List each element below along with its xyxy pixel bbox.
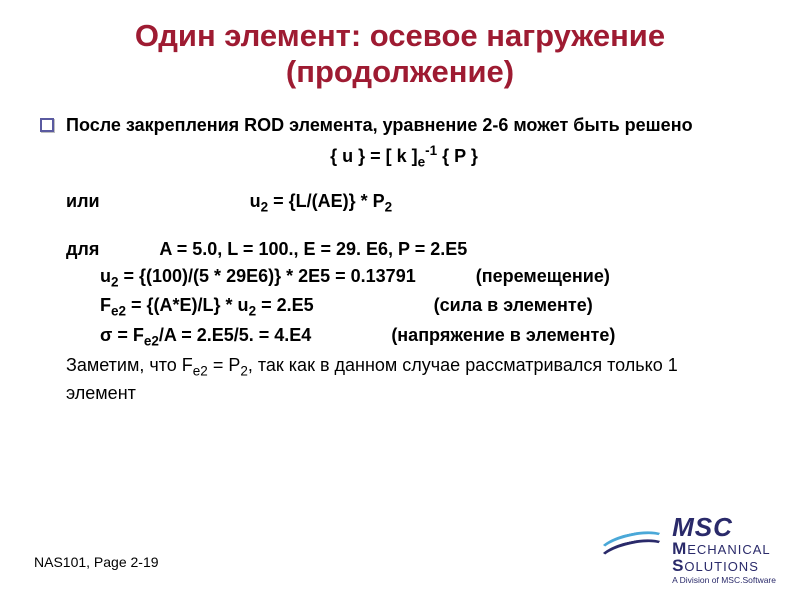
bullet-text: После закрепления ROD элемента, уравнени… bbox=[66, 113, 693, 137]
calc-fe2-line: Fe2 = {(A*E)/L} * u2 = 2.E5 (сила в элем… bbox=[40, 293, 768, 321]
note-pre: Заметим, что F bbox=[66, 355, 193, 375]
u2-sub: 2 bbox=[261, 200, 269, 215]
eq-main-sup: -1 bbox=[425, 143, 437, 158]
slide-body: После закрепления ROD элемента, уравнени… bbox=[0, 103, 800, 405]
logo-swoosh-icon bbox=[602, 525, 666, 573]
equation-u2-or: или u2 = {L/(AE)} * P2 bbox=[40, 189, 768, 217]
logo-text-block: MSC MECHANICAL SOLUTIONS A Division of M… bbox=[672, 514, 776, 585]
note-mid: = P bbox=[208, 355, 241, 375]
bullet-item: После закрепления ROD элемента, уравнени… bbox=[40, 113, 768, 137]
u2-sub2: 2 bbox=[385, 200, 393, 215]
logo-solutions: SOLUTIONS bbox=[672, 557, 776, 574]
logo-mechanical: MECHANICAL bbox=[672, 540, 776, 557]
sigma-note: (напряжение в элементе) bbox=[391, 325, 615, 345]
bullet-marker bbox=[40, 118, 54, 132]
calc-u2-note: (перемещение) bbox=[476, 266, 610, 286]
calc-u2-line: u2 = {(100)/(5 * 29E6)} * 2E5 = 0.13791 … bbox=[40, 264, 768, 292]
eq-main-pre: { u } = [ k ] bbox=[330, 146, 418, 166]
page-reference: NAS101, Page 2-19 bbox=[34, 554, 159, 570]
equation-main: { u } = [ k ]e-1 { P } bbox=[40, 142, 768, 172]
slide-title: Один элемент: осевое нагружение (продолж… bbox=[0, 0, 800, 103]
u2-pre: u bbox=[250, 191, 261, 211]
calc-sigma-line: σ = Fe2/A = 2.E5/5. = 4.E4 (напряжение в… bbox=[40, 323, 768, 351]
for-values-line: для A = 5.0, L = 100., E = 29. E6, P = 2… bbox=[40, 237, 768, 261]
calc-fe2-note: (сила в элементе) bbox=[434, 295, 593, 315]
for-vals: A = 5.0, L = 100., E = 29. E6, P = 2.E5 bbox=[159, 239, 467, 259]
title-line-2: (продолжение) bbox=[20, 54, 780, 90]
title-line-1: Один элемент: осевое нагружение bbox=[20, 18, 780, 54]
logo-msc: MSC bbox=[672, 514, 776, 540]
for-label: для bbox=[66, 239, 99, 259]
msc-logo: MSC MECHANICAL SOLUTIONS A Division of M… bbox=[602, 514, 776, 585]
final-note: Заметим, что Fe2 = P2, так как в данном … bbox=[40, 353, 768, 405]
eq-main-post: { P } bbox=[437, 146, 478, 166]
calc-u2: = {(100)/(5 * 29E6)} * 2E5 = 0.13791 bbox=[119, 266, 416, 286]
calc-fe2: = {(A*E)/L} * u bbox=[126, 295, 249, 315]
sigma-pre: σ = F bbox=[100, 325, 144, 345]
or-label: или bbox=[66, 191, 100, 211]
calc-fe2-val: = 2.E5 bbox=[256, 295, 314, 315]
sigma-post: /A = 2.E5/5. = 4.E4 bbox=[159, 325, 311, 345]
logo-division: A Division of MSC.Software bbox=[672, 576, 776, 585]
u2-post: = {L/(AE)} * P bbox=[268, 191, 385, 211]
